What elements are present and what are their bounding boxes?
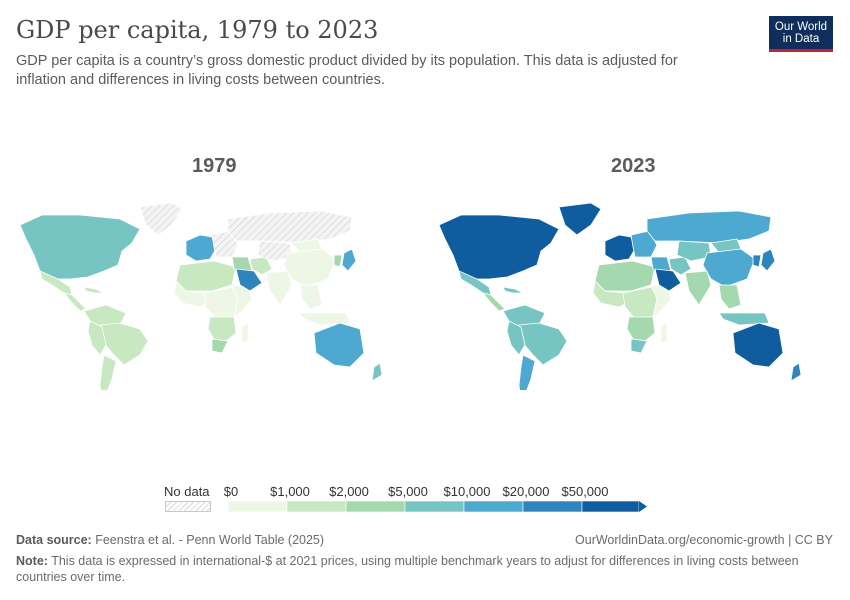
region-japan[interactable] <box>341 248 357 272</box>
region-china[interactable] <box>702 248 756 288</box>
region-brazil[interactable] <box>99 322 149 366</box>
region-north-africa[interactable] <box>594 260 656 292</box>
region-saudi-arabia[interactable] <box>654 268 682 292</box>
logo-line-1: Our World <box>774 21 828 33</box>
region-australia[interactable] <box>313 322 365 368</box>
region-south-america-south[interactable] <box>87 320 107 356</box>
region-central-asia[interactable] <box>676 240 712 262</box>
region-southeast-asia[interactable] <box>299 284 323 310</box>
owid-logo[interactable]: Our World in Data <box>769 16 833 52</box>
region-brazil[interactable] <box>518 322 568 366</box>
legend-bin[interactable] <box>228 500 288 513</box>
legend-color-bar <box>228 500 647 513</box>
legend-tick-label: $1,000 <box>270 484 310 499</box>
region-south-america-south[interactable] <box>506 320 526 356</box>
legend-bin[interactable] <box>463 500 524 513</box>
region-indonesia[interactable] <box>718 312 770 326</box>
region-central-asia[interactable] <box>257 240 293 262</box>
region-india[interactable] <box>684 270 712 306</box>
chart-note: Note: This data is expressed in internat… <box>16 553 836 585</box>
region-western-europe[interactable] <box>604 234 636 262</box>
legend-bin[interactable] <box>345 500 406 513</box>
source-link[interactable]: Feenstra et al. - Penn World Table (2025… <box>95 533 325 547</box>
region-north-africa[interactable] <box>175 260 237 292</box>
region-north-america[interactable] <box>438 214 560 280</box>
region-southern-africa[interactable] <box>626 316 656 342</box>
note-label: Note: <box>16 554 48 568</box>
map-1979-year-label: 1979 <box>192 155 237 177</box>
legend-no-data-swatch[interactable] <box>165 501 211 512</box>
region-southern-africa[interactable] <box>207 316 237 342</box>
legend-tick-label: $50,000 <box>561 484 609 499</box>
note-text: This data is expressed in international-… <box>16 554 799 584</box>
source-label: Data source: <box>16 533 92 547</box>
region-greenland[interactable] <box>139 202 183 236</box>
region-new-zealand[interactable] <box>371 362 383 382</box>
map-2023[interactable] <box>438 202 802 390</box>
map-1979[interactable] <box>19 202 383 390</box>
region-caribbean[interactable] <box>83 286 105 294</box>
region-indonesia[interactable] <box>299 312 351 326</box>
region-saudi-arabia[interactable] <box>235 268 263 292</box>
region-western-europe[interactable] <box>185 234 217 262</box>
region-india[interactable] <box>265 270 293 306</box>
region-ussr[interactable] <box>646 210 772 244</box>
region-central-america[interactable] <box>63 292 87 312</box>
chart-subtitle: GDP per capita is a country’s gross dome… <box>16 53 678 88</box>
footer-url-license[interactable]: OurWorldinData.org/economic-growth | CC … <box>575 533 833 547</box>
legend-tick-label: $10,000 <box>443 484 491 499</box>
region-australia[interactable] <box>732 322 784 368</box>
legend-no-data-label: No data <box>164 484 210 499</box>
region-japan[interactable] <box>760 248 776 272</box>
region-new-zealand[interactable] <box>790 362 802 382</box>
region-caribbean[interactable] <box>502 286 524 294</box>
region-greenland[interactable] <box>558 202 602 236</box>
legend-bin[interactable] <box>286 500 347 513</box>
region-madagascar[interactable] <box>660 322 668 344</box>
map-2023-year-label: 2023 <box>611 155 656 177</box>
legend-tick-label: $0 <box>223 484 239 499</box>
legend-tick-label: $2,000 <box>329 484 369 499</box>
logo-line-2: in Data <box>782 33 820 45</box>
legend-bin[interactable] <box>522 500 583 513</box>
region-ussr[interactable] <box>227 210 353 244</box>
legend-tick-label: $20,000 <box>502 484 550 499</box>
chart-title: GDP per capita, 1979 to 2023 <box>16 16 379 44</box>
region-argentina[interactable] <box>99 354 117 390</box>
region-south-africa[interactable] <box>630 338 648 354</box>
region-madagascar[interactable] <box>241 322 249 344</box>
legend-open-end-arrow <box>639 501 647 512</box>
region-southeast-asia[interactable] <box>718 284 742 310</box>
region-argentina[interactable] <box>518 354 536 390</box>
world-maps <box>19 202 802 390</box>
region-korea[interactable] <box>752 254 762 268</box>
region-central-america[interactable] <box>482 292 506 312</box>
data-source: Data source: Feenstra et al. - Penn Worl… <box>16 533 324 547</box>
region-north-america[interactable] <box>19 214 141 280</box>
legend-bin[interactable] <box>404 500 465 513</box>
region-china[interactable] <box>283 248 337 288</box>
legend-tick-label: $5,000 <box>388 484 428 499</box>
region-korea[interactable] <box>333 254 343 268</box>
region-south-africa[interactable] <box>211 338 229 354</box>
legend-bin[interactable] <box>581 500 640 513</box>
